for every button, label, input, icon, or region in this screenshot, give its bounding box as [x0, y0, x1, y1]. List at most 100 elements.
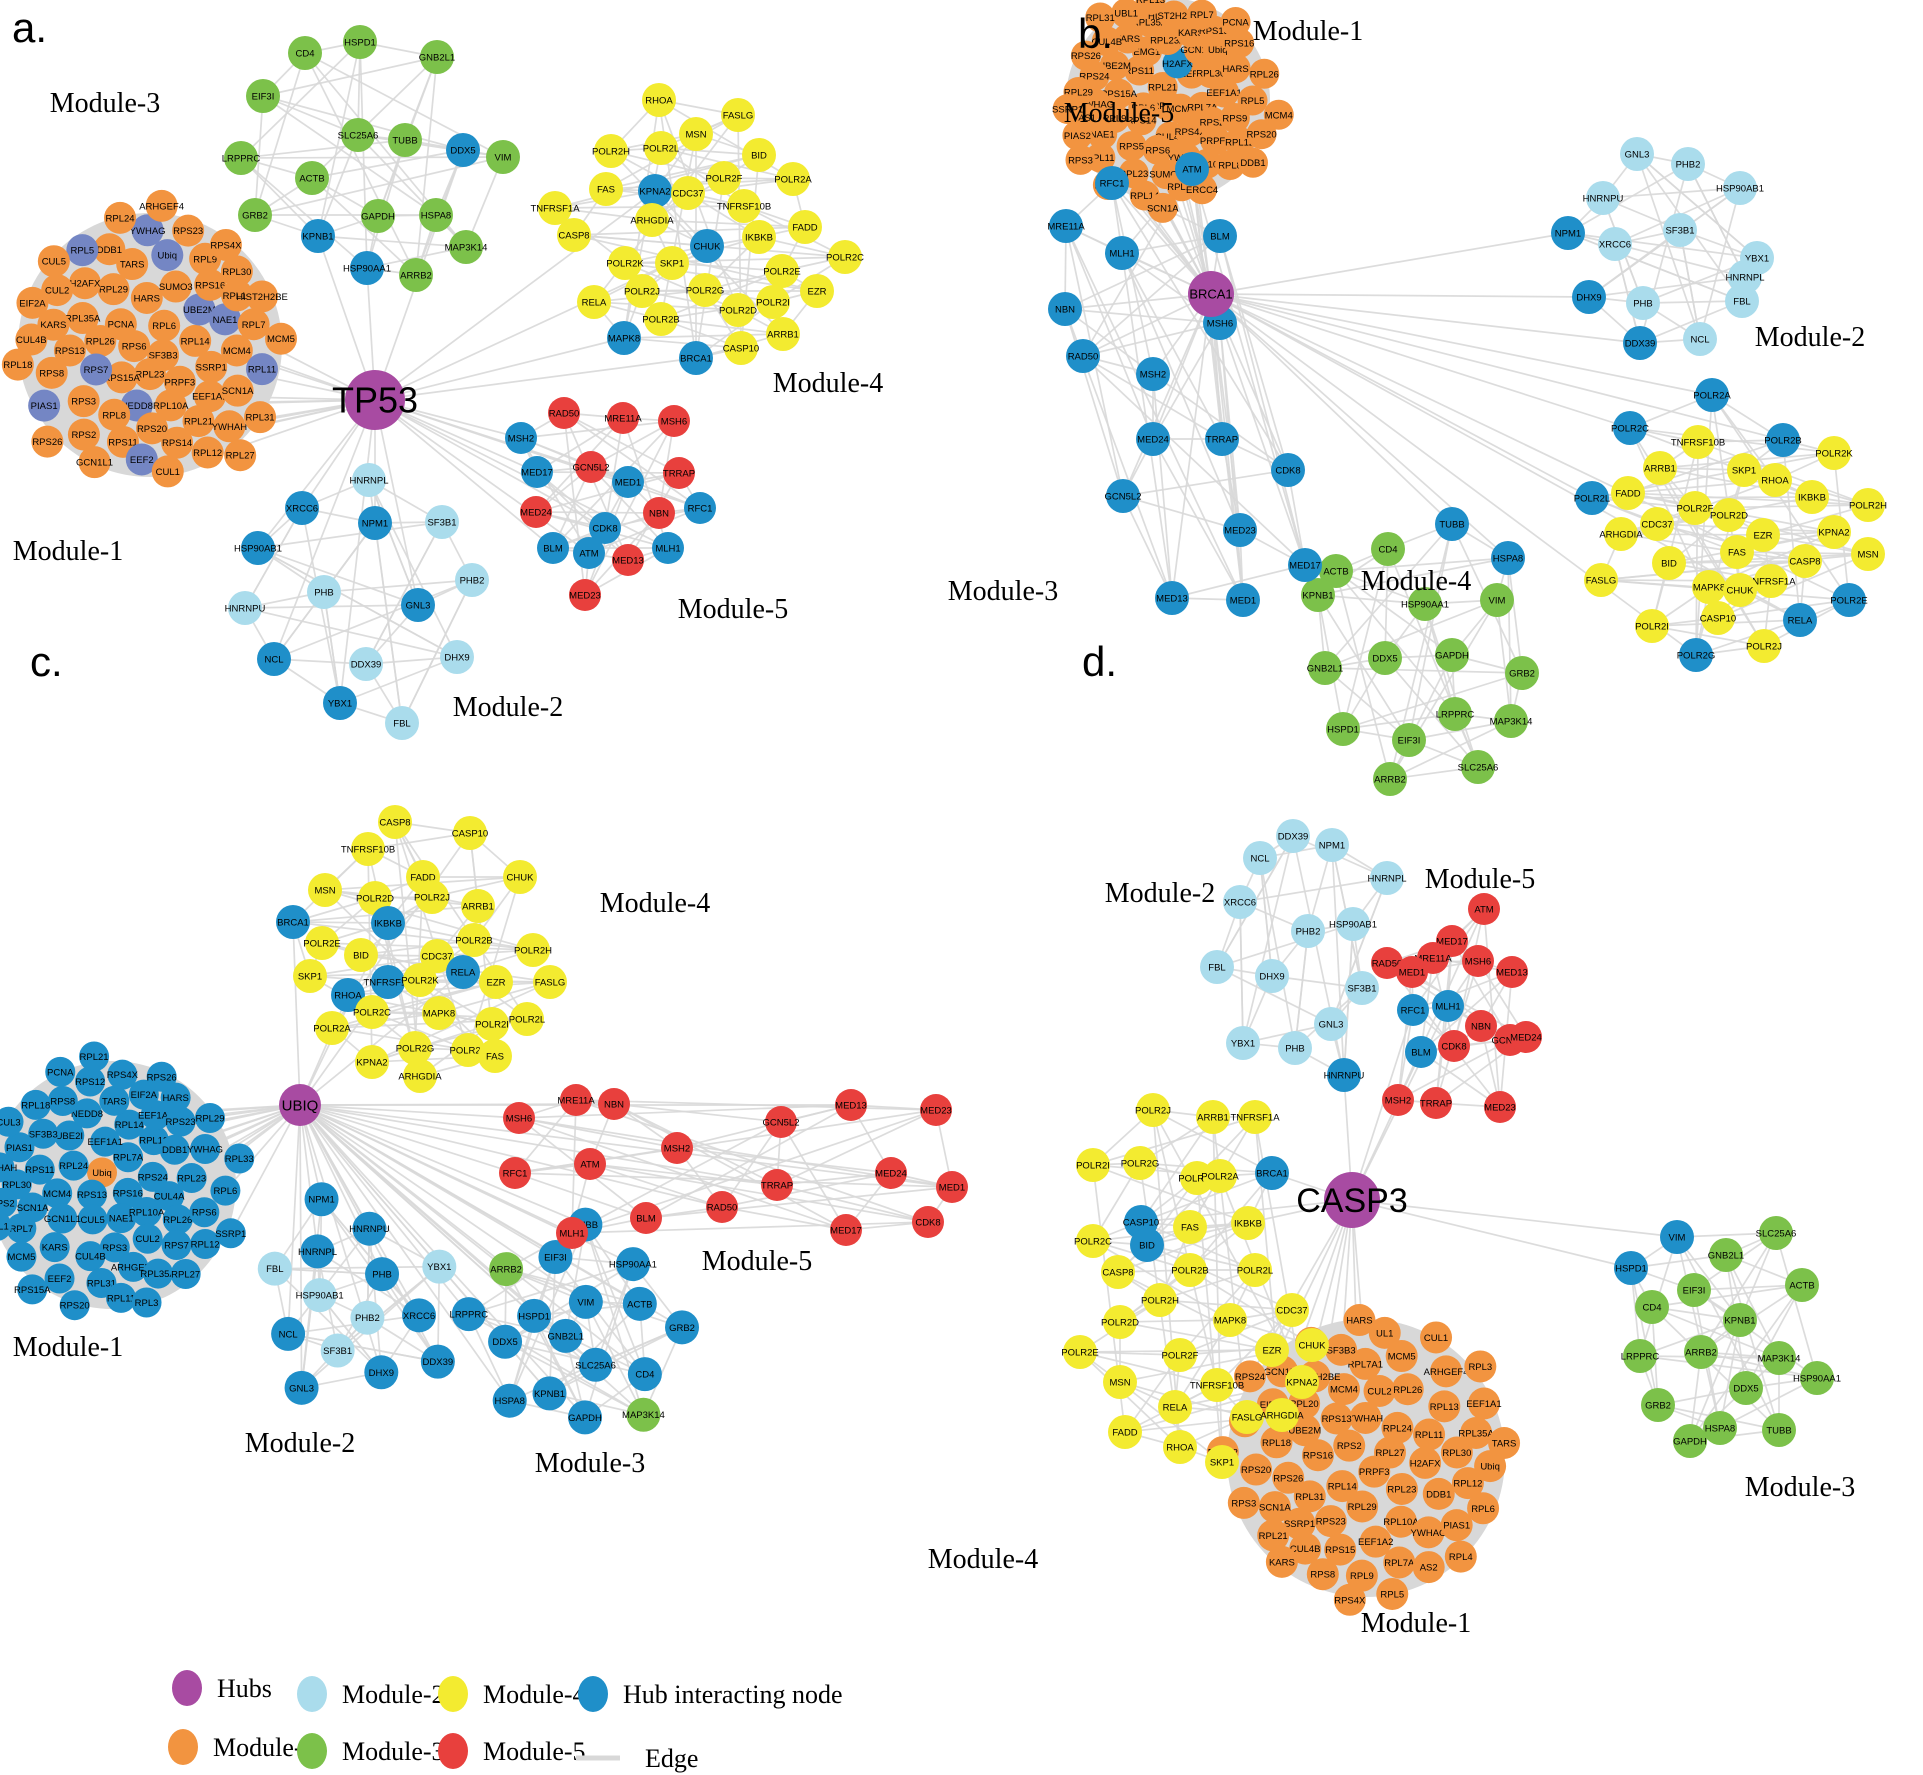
hub-UBIQ[interactable] [279, 1084, 321, 1126]
node-POLR2B[interactable] [644, 302, 678, 336]
node-SCN1A[interactable] [1258, 1491, 1291, 1524]
node-DDX39[interactable] [1623, 326, 1657, 360]
node-FASLG[interactable] [1584, 563, 1618, 597]
node-Ubiq[interactable] [151, 239, 184, 272]
node-MED23[interactable] [1484, 1091, 1516, 1123]
node-CUL1[interactable] [151, 455, 184, 488]
node-ARHGEF4[interactable] [145, 189, 178, 222]
node-FASLG[interactable] [1230, 1400, 1264, 1434]
node-CDK8[interactable] [1271, 453, 1305, 487]
node-Ubiq[interactable] [1474, 1450, 1507, 1483]
node-GAPDH[interactable] [361, 199, 395, 233]
node-RHOA[interactable] [642, 83, 676, 117]
node-NCL[interactable] [257, 642, 291, 676]
node-TRRAP[interactable] [663, 457, 695, 489]
node-POLR2I[interactable] [1076, 1148, 1110, 1182]
node-CD4[interactable] [1371, 532, 1405, 566]
node-FBL[interactable] [385, 706, 419, 740]
node-ATM[interactable] [574, 1148, 606, 1180]
node-EZR[interactable] [800, 274, 834, 308]
node-MED1[interactable] [936, 1171, 968, 1203]
node-YWHAG[interactable] [190, 1134, 221, 1165]
node-RPL7[interactable] [237, 308, 270, 341]
node-BLM[interactable] [1203, 219, 1237, 253]
node-NAE1[interactable] [106, 1203, 137, 1234]
node-DHX9[interactable] [1255, 959, 1289, 993]
node-SF3B1[interactable] [320, 1333, 355, 1368]
node-RPL35A[interactable] [1134, 7, 1165, 38]
node-SKP1[interactable] [655, 246, 689, 280]
node-KPNB1[interactable] [1301, 578, 1335, 612]
node-BID[interactable] [1130, 1228, 1164, 1262]
node-BID[interactable] [344, 938, 378, 972]
node-SUMO3[interactable] [159, 270, 192, 303]
node-RPS13[interactable] [77, 1179, 108, 1210]
node-PCNA[interactable] [1220, 7, 1251, 38]
node-FASLG[interactable] [721, 98, 755, 132]
node-MED24[interactable] [1136, 422, 1170, 456]
node-SKP1[interactable] [293, 959, 327, 993]
node-RPL31[interactable] [244, 401, 277, 434]
node-RPL21[interactable] [1147, 72, 1178, 103]
node-GCN5L2[interactable] [765, 1106, 797, 1138]
node-DHX9[interactable] [1572, 280, 1606, 314]
node-TARS[interactable] [1488, 1426, 1521, 1459]
node-MSH2[interactable] [505, 422, 537, 454]
node-POLR2I[interactable] [756, 285, 790, 319]
node-EIF3I[interactable] [246, 79, 280, 113]
node-CUL1[interactable] [0, 1211, 12, 1241]
node-CASP8[interactable] [1101, 1255, 1135, 1289]
node-HSPA8[interactable] [419, 198, 453, 232]
node-FADD[interactable] [1611, 476, 1645, 510]
node-POLR2H[interactable] [594, 134, 628, 168]
node-HSPD1[interactable] [517, 1298, 552, 1333]
node-RPS8[interactable] [35, 356, 68, 389]
node-POLR2G[interactable] [1679, 638, 1713, 672]
node-RPS7[interactable] [161, 1229, 192, 1260]
node-RPS2[interactable] [1333, 1429, 1366, 1462]
node-HSPA8[interactable] [1491, 541, 1525, 575]
node-HNRNPL[interactable] [352, 463, 386, 497]
node-DDB1[interactable] [159, 1134, 190, 1165]
node-NAE1[interactable] [1087, 119, 1118, 150]
node-RPL23[interactable] [176, 1163, 207, 1194]
node-LRPPRC[interactable] [1438, 697, 1472, 731]
node-HSPD1[interactable] [1614, 1251, 1648, 1285]
node-SLC25A6[interactable] [1461, 750, 1495, 784]
node-RPS23[interactable] [172, 214, 205, 247]
node-RFC1[interactable] [499, 1157, 531, 1189]
node-ARHGDIA[interactable] [635, 203, 669, 237]
node-YWHAH[interactable] [213, 410, 246, 443]
node-RPS20[interactable] [1240, 1453, 1273, 1486]
node-POLR2G[interactable] [398, 1031, 432, 1065]
node-TNFRSF1A[interactable] [1238, 1100, 1272, 1134]
node-XRCC6[interactable] [402, 1298, 437, 1333]
node-KPNA2[interactable] [638, 174, 672, 208]
node-XRCC6[interactable] [1223, 885, 1257, 919]
node-RPL9[interactable] [1345, 1559, 1378, 1592]
node-RPS16[interactable] [1301, 1439, 1334, 1472]
node-ARRB2[interactable] [1684, 1335, 1718, 1369]
node-GCN5L2[interactable] [1106, 479, 1140, 513]
node-CDC37[interactable] [420, 939, 454, 973]
node-RPL35A[interactable] [66, 302, 99, 335]
node-MED17[interactable] [830, 1214, 862, 1246]
node-MED23[interactable] [920, 1094, 952, 1126]
node-HSP90AA1[interactable] [350, 251, 384, 285]
node-RPS3[interactable] [1065, 144, 1096, 175]
hub-BRCA1[interactable] [1188, 271, 1234, 317]
node-GNL3[interactable] [1314, 1007, 1348, 1041]
node-SF3B1[interactable] [425, 505, 459, 539]
node-DDX39[interactable] [349, 647, 383, 681]
node-ATM[interactable] [573, 537, 605, 569]
node-POLR2K[interactable] [403, 963, 437, 997]
node-H2AFX[interactable] [1409, 1446, 1442, 1479]
node-DDB1[interactable] [1237, 147, 1268, 178]
node-CUL1[interactable] [1420, 1321, 1453, 1354]
node-RPS13[interactable] [1320, 1402, 1353, 1435]
node-RELA[interactable] [446, 955, 480, 989]
node-TNFRSF1A[interactable] [1754, 564, 1788, 598]
node-RPS15A[interactable] [1103, 78, 1134, 109]
node-RPL7[interactable] [6, 1213, 37, 1244]
node-NBN[interactable] [1048, 292, 1082, 326]
